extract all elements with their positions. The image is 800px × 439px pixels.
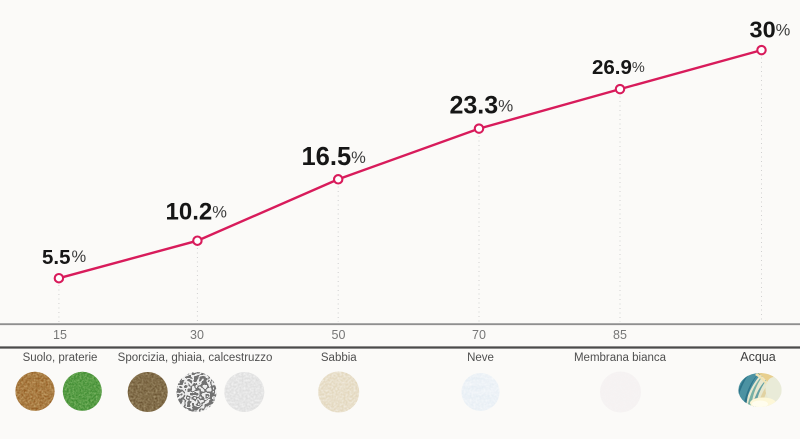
svg-text:30%: 30% [750, 17, 791, 43]
svg-text:10.2%: 10.2% [166, 198, 228, 225]
svg-text:Sabbia: Sabbia [321, 352, 357, 364]
svg-text:Neve: Neve [467, 352, 494, 364]
svg-text:Membrana bianca: Membrana bianca [574, 352, 667, 364]
svg-text:26.9%: 26.9% [592, 56, 645, 79]
svg-text:70: 70 [472, 328, 486, 342]
svg-text:5.5%: 5.5% [42, 246, 87, 269]
svg-text:Acqua: Acqua [740, 350, 775, 364]
svg-text:Suolo, praterie: Suolo, praterie [23, 352, 98, 364]
svg-text:23.3%: 23.3% [450, 92, 514, 120]
svg-text:Sporcizia, ghiaia, calcestruzz: Sporcizia, ghiaia, calcestruzzo [118, 352, 273, 364]
svg-text:30: 30 [190, 328, 204, 342]
svg-text:50: 50 [332, 328, 346, 342]
svg-text:85: 85 [613, 328, 627, 342]
svg-text:15: 15 [53, 328, 67, 342]
